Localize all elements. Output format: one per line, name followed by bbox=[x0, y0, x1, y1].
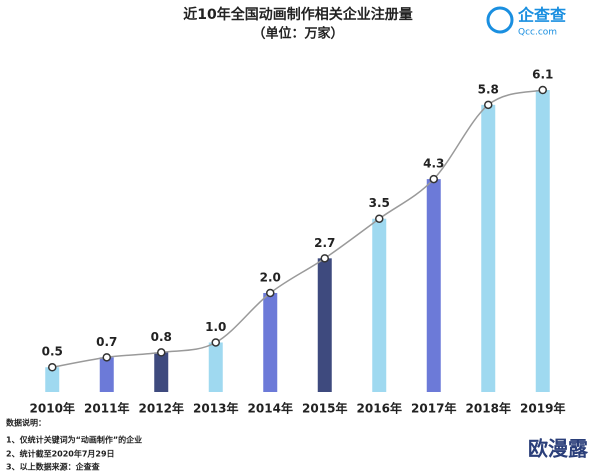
x-tick-label: 2019年 bbox=[520, 401, 565, 416]
x-tick-label: 2014年 bbox=[248, 401, 293, 416]
chart-subtitle: （单位：万家） bbox=[252, 26, 343, 42]
value-label: 1.0 bbox=[205, 320, 226, 334]
point bbox=[102, 353, 111, 362]
logo-url: Qcc.com bbox=[518, 28, 557, 38]
note: 2、统计截至2020年7月29日 bbox=[6, 449, 115, 459]
point bbox=[429, 174, 438, 184]
point bbox=[266, 288, 275, 298]
point bbox=[484, 100, 493, 110]
logo-name: 企查查 bbox=[517, 6, 566, 25]
x-tick-label: 2011年 bbox=[84, 401, 129, 416]
value-label: 4.3 bbox=[423, 157, 444, 171]
value-label: 2.0 bbox=[260, 270, 281, 284]
chart-title: 近10年全国动画制作相关企业注册量 bbox=[183, 6, 412, 23]
logo: 企查查 Qcc.com bbox=[486, 6, 566, 38]
x-tick-label: 2016年 bbox=[357, 401, 402, 416]
point bbox=[48, 362, 57, 372]
bar bbox=[99, 357, 114, 392]
point bbox=[538, 85, 547, 95]
bar bbox=[372, 218, 387, 392]
point bbox=[320, 254, 329, 263]
watermark: 欧漫露 bbox=[528, 437, 589, 461]
point bbox=[157, 348, 166, 357]
bar bbox=[263, 292, 278, 392]
x-tick-label: 2015年 bbox=[302, 401, 347, 416]
bar bbox=[426, 179, 441, 392]
value-label: 3.5 bbox=[369, 196, 390, 210]
bar bbox=[481, 104, 496, 392]
trend-line bbox=[52, 89, 543, 368]
bar bbox=[208, 342, 223, 392]
note: 1、仅统计关键词为“动画制作”的企业 bbox=[6, 435, 142, 445]
value-label: 6.1 bbox=[532, 68, 553, 82]
point bbox=[375, 214, 384, 223]
logo-icon bbox=[486, 6, 514, 34]
value-label: 0.5 bbox=[42, 345, 63, 359]
value-label: 2.7 bbox=[314, 236, 335, 250]
x-tick-label: 2013年 bbox=[193, 401, 238, 416]
value-label: 0.8 bbox=[151, 330, 172, 344]
notes-heading: 数据说明： bbox=[6, 418, 46, 428]
x-tick-label: 2017年 bbox=[411, 401, 456, 416]
x-tick-label: 2012年 bbox=[139, 401, 184, 416]
bar bbox=[535, 90, 550, 392]
bar bbox=[154, 352, 169, 392]
x-tick-label: 2010年 bbox=[30, 401, 75, 416]
bar bbox=[45, 367, 60, 392]
value-label: 5.8 bbox=[478, 82, 499, 96]
x-tick-label: 2018年 bbox=[466, 401, 511, 416]
point bbox=[211, 338, 220, 347]
value-label: 0.7 bbox=[96, 335, 117, 349]
bar bbox=[317, 258, 332, 392]
note: 3、以上数据来源：企查查 bbox=[6, 462, 101, 472]
